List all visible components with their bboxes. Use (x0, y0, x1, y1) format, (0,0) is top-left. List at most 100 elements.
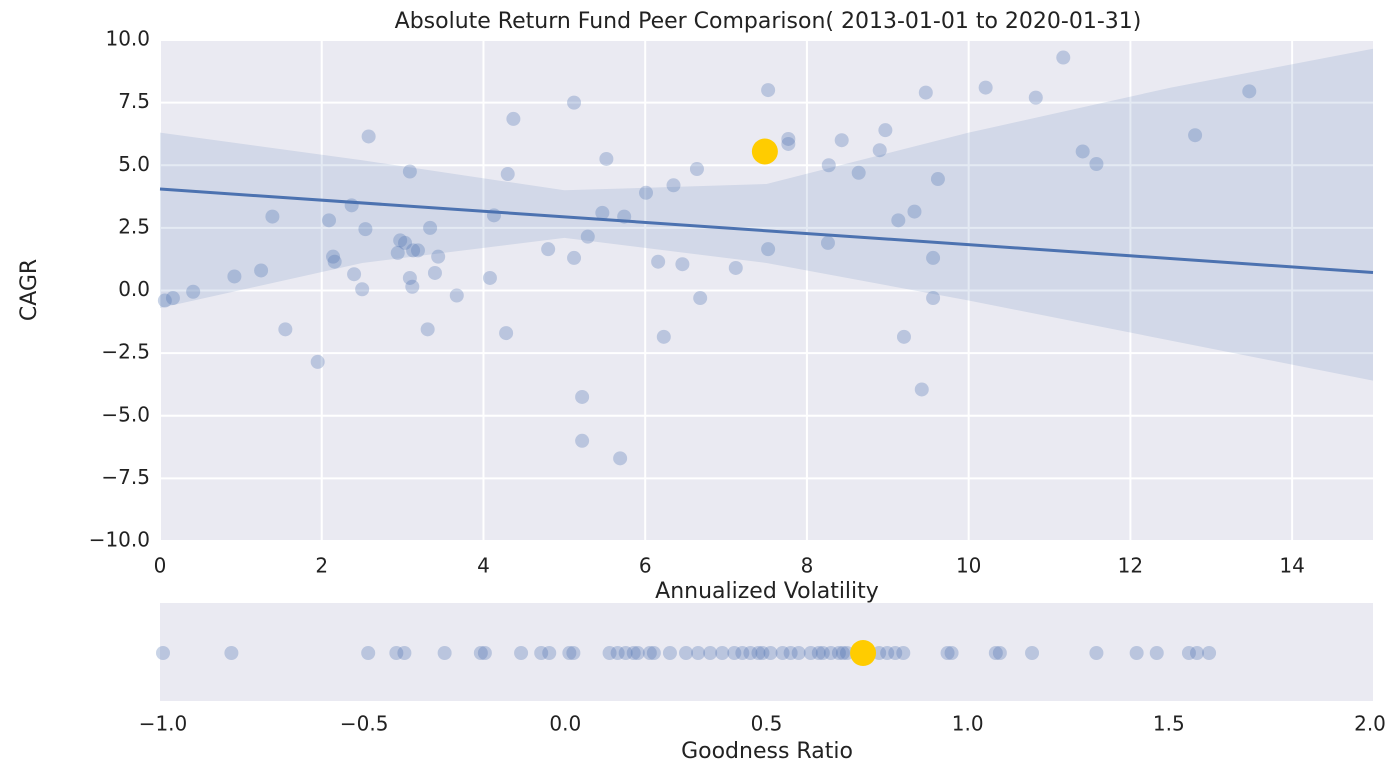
x-tick-label: 4 (477, 554, 490, 578)
scatter-point (914, 382, 929, 397)
strip-point (815, 646, 830, 660)
scatter-point (423, 220, 438, 235)
scatter-point (656, 329, 671, 344)
strip-point (775, 646, 790, 660)
scatter-point (347, 267, 362, 282)
x-tick-label: 0.0 (549, 712, 581, 736)
scatter-point (666, 178, 681, 193)
strip-point (735, 646, 750, 660)
scatter-point (651, 254, 666, 269)
scatter-point (265, 209, 280, 224)
x-tick-label: 10 (956, 554, 981, 578)
scatter-point (1075, 144, 1090, 159)
scatter-point (675, 257, 690, 272)
scatter-point (896, 329, 911, 344)
scatter-point (327, 254, 342, 269)
x-tick-label: −1.0 (139, 712, 188, 736)
scatter-point (227, 269, 242, 284)
scatter-point (781, 136, 796, 151)
strip-point (642, 646, 657, 660)
scatter-point (499, 326, 514, 341)
strip-point (437, 646, 452, 660)
scatter-point (567, 250, 582, 265)
x-tick-label: −0.5 (340, 712, 389, 736)
strip-point (896, 646, 911, 660)
strip-point (361, 646, 376, 660)
scatter-point (157, 293, 172, 308)
x-tick-label: 2 (315, 554, 328, 578)
strip-point (755, 646, 770, 660)
strip-point (872, 646, 887, 660)
regression-line (159, 187, 1374, 274)
scatter-point (930, 172, 945, 187)
x-tick-label: 1.5 (1153, 712, 1185, 736)
y-tick-label: 0.0 (118, 277, 150, 301)
strip-point (888, 646, 903, 660)
strip-point (156, 646, 170, 660)
scatter-point (639, 185, 654, 200)
strip-point (662, 646, 677, 660)
scatter-point (595, 205, 610, 220)
scatter-point (186, 284, 201, 299)
scatter-point (506, 111, 521, 126)
scatter-point (420, 322, 435, 337)
y-tick-label: 5.0 (118, 152, 150, 176)
highlight-point (751, 138, 778, 165)
scatter-point (575, 389, 590, 404)
scatter-point (326, 249, 341, 264)
y-axis-label: CAGR (17, 259, 42, 321)
highlight-point (850, 640, 877, 666)
strip-point (763, 646, 778, 660)
scatter-point (613, 451, 628, 466)
scatter-point (541, 242, 556, 257)
strip-point (1089, 646, 1104, 660)
strip-point (1202, 646, 1217, 660)
y-tick-label: −10.0 (89, 528, 150, 552)
strip-point (1189, 646, 1204, 660)
scatter-point (405, 279, 420, 294)
strip-point (542, 646, 557, 660)
strip-point (389, 646, 404, 660)
strip-point (1149, 646, 1164, 660)
scatter-point (254, 263, 269, 278)
scatter-point (781, 131, 796, 146)
x-tick-label: 0.5 (751, 712, 783, 736)
strip-point (562, 646, 577, 660)
scatter-point (165, 291, 180, 306)
scatter-point (689, 162, 704, 177)
y-tick-label: 2.5 (118, 214, 150, 238)
chart-title: Absolute Return Fund Peer Comparison( 20… (395, 9, 1142, 34)
scatter-point (851, 165, 866, 180)
strip-point (646, 646, 661, 660)
y-tick-label: −2.5 (101, 340, 150, 364)
strip-point (944, 646, 959, 660)
plot-area (160, 603, 1373, 701)
strip-point (224, 646, 239, 660)
strip-point (835, 646, 850, 660)
x-tick-label: 6 (639, 554, 652, 578)
scatter-point (926, 250, 941, 265)
scatter-point (728, 260, 743, 275)
scatter-point (834, 133, 849, 148)
strip-point (839, 646, 854, 660)
strip-point (691, 646, 706, 660)
strip-point (477, 646, 492, 660)
scatter-point (393, 233, 408, 248)
strip-point (811, 646, 826, 660)
y-tick-label: −5.0 (101, 402, 150, 426)
scatter-point (390, 245, 405, 260)
strip-point (992, 646, 1007, 660)
x-tick-label: 0 (154, 554, 167, 578)
scatter-point (761, 242, 776, 257)
scatter-point (1089, 156, 1104, 171)
strip-point (679, 646, 694, 660)
strip-point (831, 646, 846, 660)
scatter-point (361, 129, 376, 144)
strip-point (566, 646, 581, 660)
scatter-point (693, 291, 708, 306)
scatter-point (907, 204, 922, 219)
strip-point (1181, 646, 1196, 660)
scatter-point (1188, 128, 1203, 143)
strip-point (618, 646, 633, 660)
